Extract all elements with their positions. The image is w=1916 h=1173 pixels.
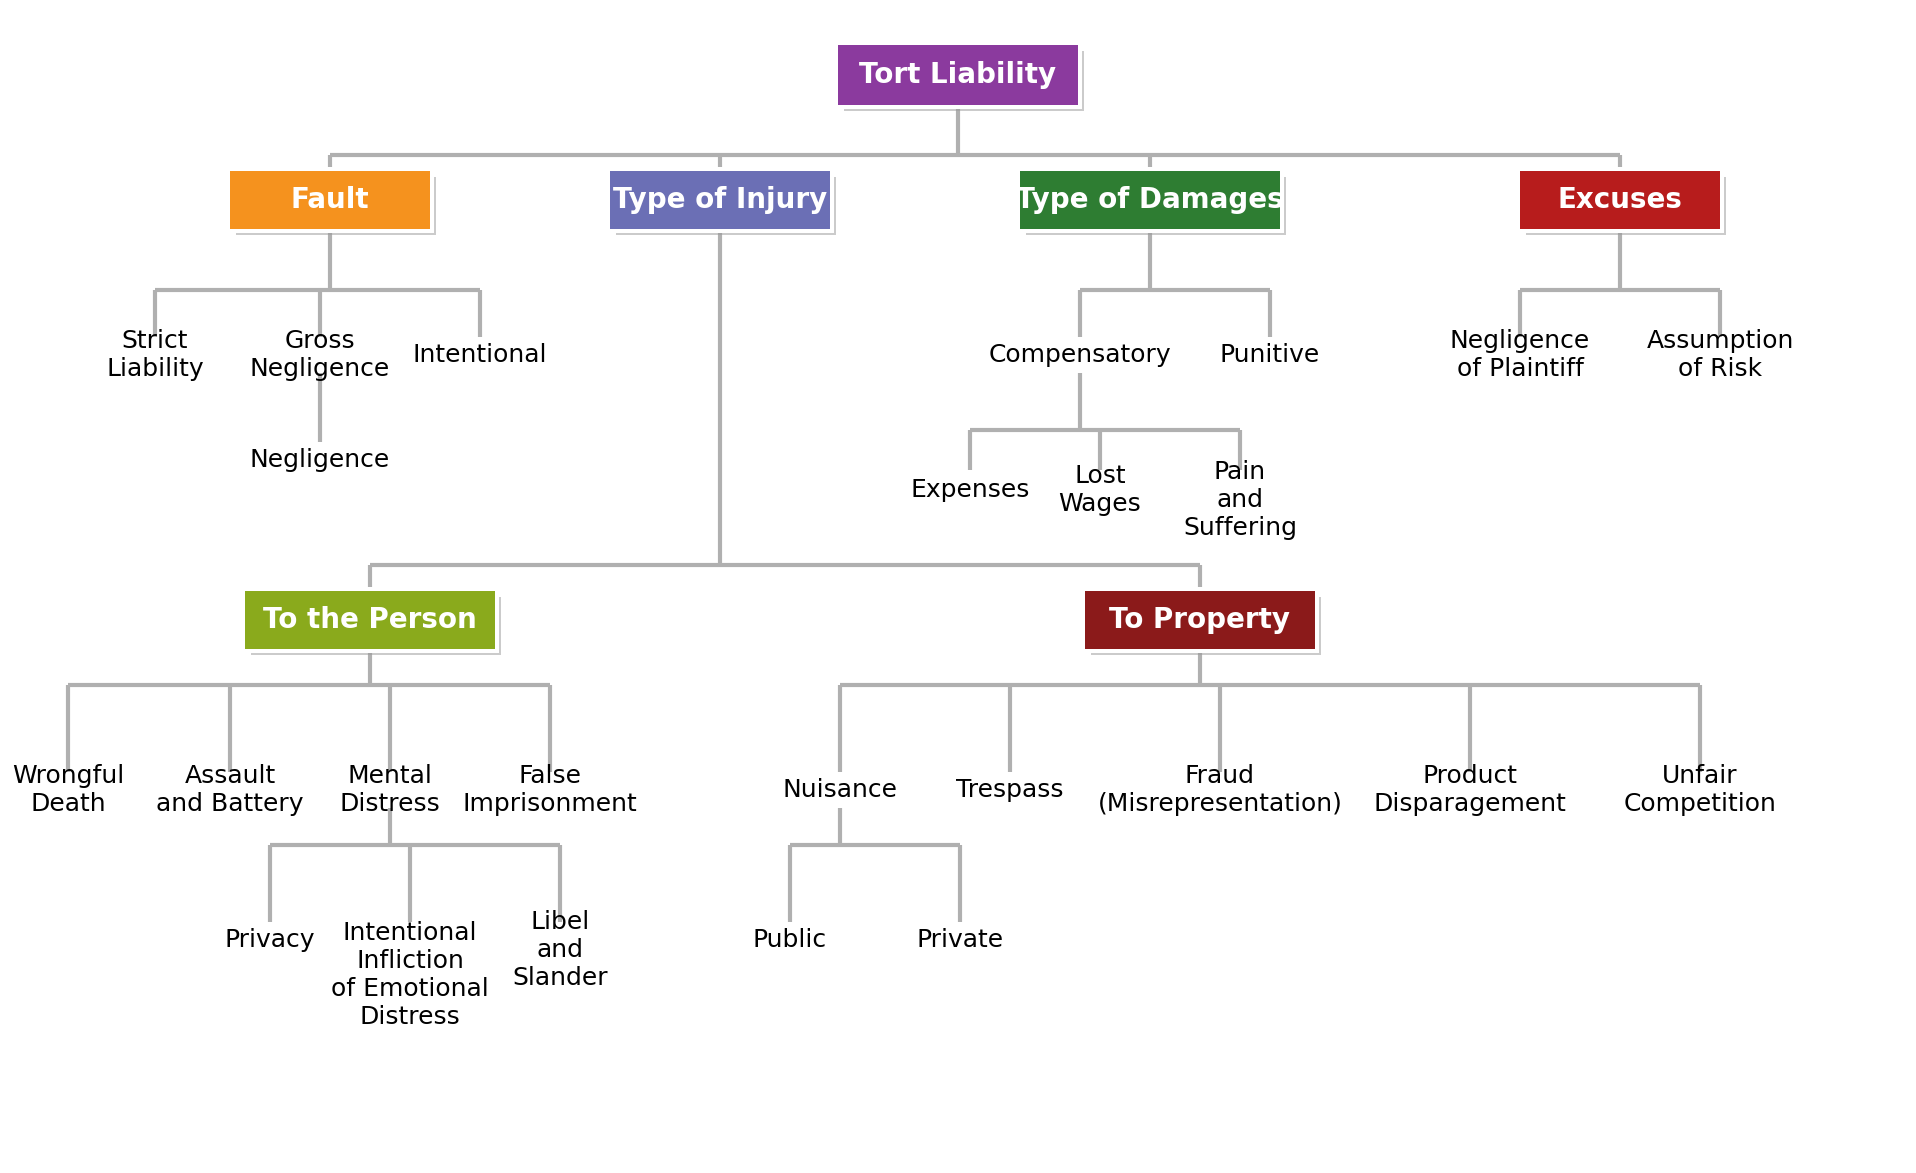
Text: Gross
Negligence: Gross Negligence [249, 330, 391, 381]
Text: Wrongful
Death: Wrongful Death [11, 764, 125, 816]
Text: Pain
and
Suffering: Pain and Suffering [1182, 460, 1297, 540]
Text: Intentional: Intentional [412, 343, 548, 367]
Text: Type of Damages: Type of Damages [1015, 187, 1284, 213]
FancyBboxPatch shape [1084, 591, 1314, 649]
Text: Assault
and Battery: Assault and Battery [157, 764, 305, 816]
Text: Type of Injury: Type of Injury [613, 187, 828, 213]
FancyBboxPatch shape [833, 41, 1083, 109]
FancyBboxPatch shape [1025, 177, 1286, 235]
Text: Public: Public [753, 928, 828, 952]
Text: Strict
Liability: Strict Liability [105, 330, 203, 381]
FancyBboxPatch shape [837, 45, 1079, 106]
FancyBboxPatch shape [605, 167, 833, 233]
Text: To the Person: To the Person [262, 606, 477, 633]
Text: Compensatory: Compensatory [989, 343, 1171, 367]
Text: Tort Liability: Tort Liability [860, 61, 1056, 89]
Text: Trespass: Trespass [956, 778, 1063, 802]
FancyBboxPatch shape [609, 171, 830, 229]
Text: Fraud
(Misrepresentation): Fraud (Misrepresentation) [1098, 764, 1343, 816]
Text: Privacy: Privacy [224, 928, 316, 952]
Text: Nuisance: Nuisance [782, 778, 897, 802]
Text: Negligence: Negligence [249, 448, 391, 472]
FancyBboxPatch shape [1525, 177, 1726, 235]
Text: Lost
Wages: Lost Wages [1060, 465, 1142, 516]
FancyBboxPatch shape [241, 586, 498, 653]
Text: Negligence
of Plaintiff: Negligence of Plaintiff [1450, 330, 1590, 381]
FancyBboxPatch shape [1081, 586, 1318, 653]
FancyBboxPatch shape [1015, 167, 1284, 233]
Text: Excuses: Excuses [1558, 187, 1682, 213]
Text: Fault: Fault [291, 187, 370, 213]
FancyBboxPatch shape [1519, 171, 1721, 229]
Text: Unfair
Competition: Unfair Competition [1623, 764, 1776, 816]
Text: To Property: To Property [1109, 606, 1291, 633]
Text: Expenses: Expenses [910, 479, 1029, 502]
FancyBboxPatch shape [226, 167, 435, 233]
Text: Product
Disparagement: Product Disparagement [1374, 764, 1567, 816]
Text: Punitive: Punitive [1220, 343, 1320, 367]
FancyBboxPatch shape [617, 177, 835, 235]
Text: Intentional
Infliction
of Emotional
Distress: Intentional Infliction of Emotional Dist… [331, 921, 489, 1029]
Text: Private: Private [916, 928, 1004, 952]
FancyBboxPatch shape [251, 597, 500, 655]
Text: Libel
and
Slander: Libel and Slander [512, 910, 607, 990]
FancyBboxPatch shape [1516, 167, 1724, 233]
Text: Mental
Distress: Mental Distress [339, 764, 441, 816]
FancyBboxPatch shape [845, 50, 1084, 111]
FancyBboxPatch shape [1090, 597, 1320, 655]
FancyBboxPatch shape [245, 591, 494, 649]
Text: False
Imprisonment: False Imprisonment [462, 764, 638, 816]
Text: Assumption
of Risk: Assumption of Risk [1646, 330, 1793, 381]
FancyBboxPatch shape [236, 177, 437, 235]
FancyBboxPatch shape [230, 171, 429, 229]
FancyBboxPatch shape [1019, 171, 1280, 229]
